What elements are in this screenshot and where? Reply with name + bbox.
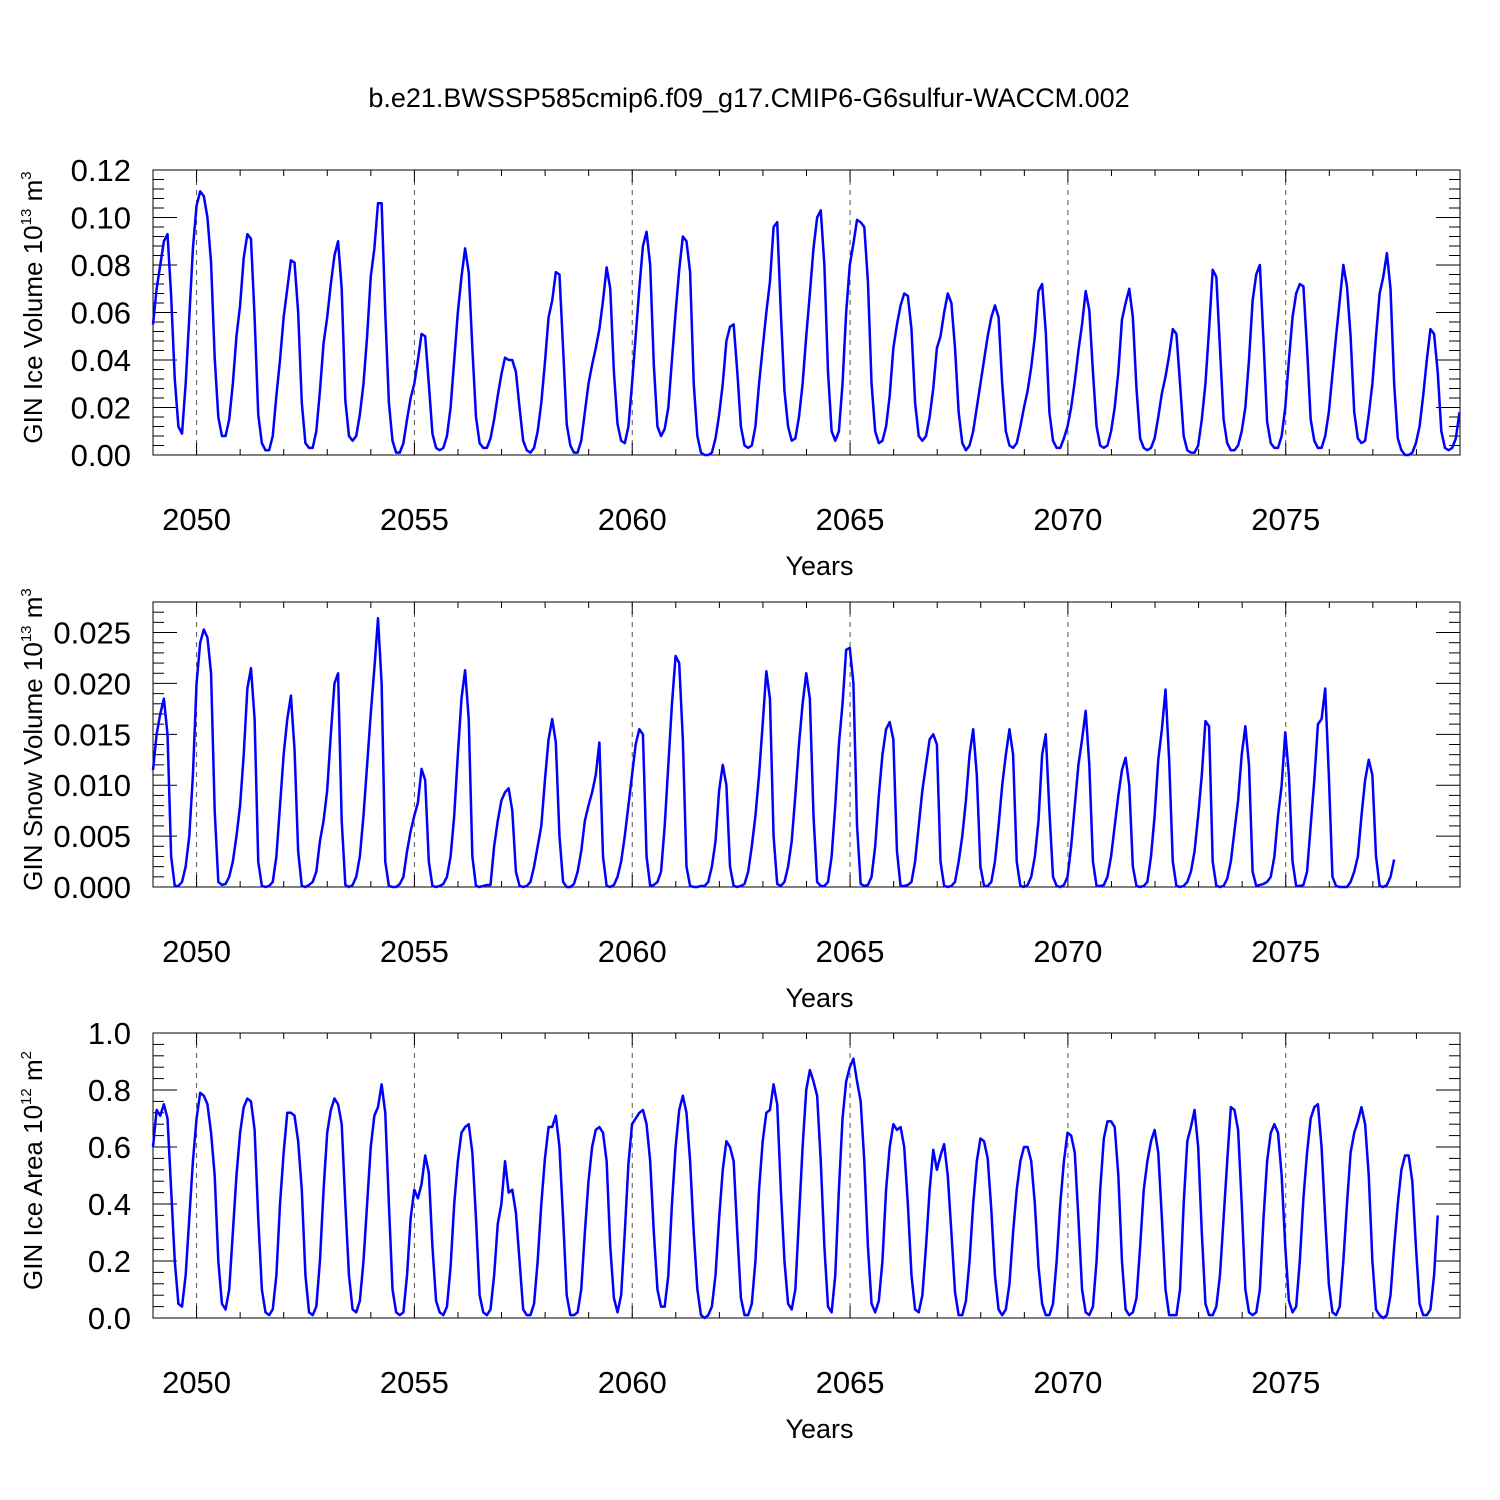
y-tick-label: 0.025 — [53, 616, 131, 651]
y-tick-label: 0.10 — [71, 201, 131, 236]
x-axis-label: Years — [785, 983, 853, 1013]
series-line — [151, 1057, 1439, 1320]
x-tick-label: 2055 — [380, 1365, 449, 1400]
chart-title: b.e21.BWSSP585cmip6.f09_g17.CMIP6-G6sulf… — [368, 83, 1129, 113]
x-tick-label: 2055 — [380, 502, 449, 537]
y-tick-label: 0.00 — [71, 438, 131, 473]
x-tick-label: 2070 — [1033, 502, 1102, 537]
y-tick-label: 0.020 — [53, 666, 131, 701]
y-tick-label: 0.12 — [71, 153, 131, 188]
x-axis-label: Years — [785, 1414, 853, 1444]
y-tick-label: 0.6 — [88, 1130, 131, 1165]
y-tick-label: 0.010 — [53, 768, 131, 803]
x-tick-label: 2065 — [816, 934, 885, 969]
x-tick-label: 2060 — [598, 934, 667, 969]
y-tick-label: 0.015 — [53, 717, 131, 752]
series-line — [151, 617, 1396, 889]
x-tick-label: 2075 — [1251, 934, 1320, 969]
y-tick-label: 0.0 — [88, 1301, 131, 1336]
panel-snow-volume: 2050 2055 2060 2065 2070 2075 0.000 0.005 0.010 0… — [18, 588, 1461, 1013]
x-tick-label: 2065 — [816, 502, 885, 537]
x-axis-label: Years — [785, 551, 853, 581]
y-axis-label: GIN Snow Volume 1013 m3 — [18, 588, 48, 891]
plot-frame — [152, 601, 1461, 888]
x-tick-label: 2075 — [1251, 1365, 1320, 1400]
y-tick-label: 0.2 — [88, 1244, 131, 1279]
x-tick-label: 2075 — [1251, 502, 1320, 537]
y-tick-label: 0.000 — [53, 870, 131, 905]
x-tick-label: 2050 — [162, 502, 231, 537]
x-tick-label: 2060 — [598, 1365, 667, 1400]
x-tick-label: 2070 — [1033, 934, 1102, 969]
y-tick-label: 0.005 — [53, 819, 131, 854]
y-tick-label: 0.4 — [88, 1187, 131, 1222]
y-tick-label: 0.02 — [71, 391, 131, 426]
series-line — [151, 190, 1461, 457]
y-tick-label: 1.0 — [88, 1016, 131, 1051]
y-tick-label: 0.06 — [71, 296, 131, 331]
y-tick-label: 0.8 — [88, 1073, 131, 1108]
y-axis-label: GIN Ice Volume 1013 m3 — [18, 171, 48, 443]
x-tick-label: 2050 — [162, 934, 231, 969]
x-tick-label: 2060 — [598, 502, 667, 537]
x-tick-label: 2050 — [162, 1365, 231, 1400]
y-axis-label: GIN Ice Area 1012 m2 — [18, 1051, 48, 1290]
y-tick-label: 0.04 — [71, 343, 131, 378]
panel-ice-volume: 2050 2055 2060 2065 2070 2075 0.00 0.02 0.04 0.06… — [18, 153, 1461, 581]
x-tick-label: 2065 — [816, 1365, 885, 1400]
x-tick-label: 2070 — [1033, 1365, 1102, 1400]
x-tick-label: 2055 — [380, 934, 449, 969]
y-tick-label: 0.08 — [71, 248, 131, 283]
plot-frame — [152, 169, 1461, 456]
panel-ice-area: 2050 2055 2060 2065 2070 2075 0.0 0.2 0.4 0.6 0.8 1… — [18, 1016, 1461, 1444]
